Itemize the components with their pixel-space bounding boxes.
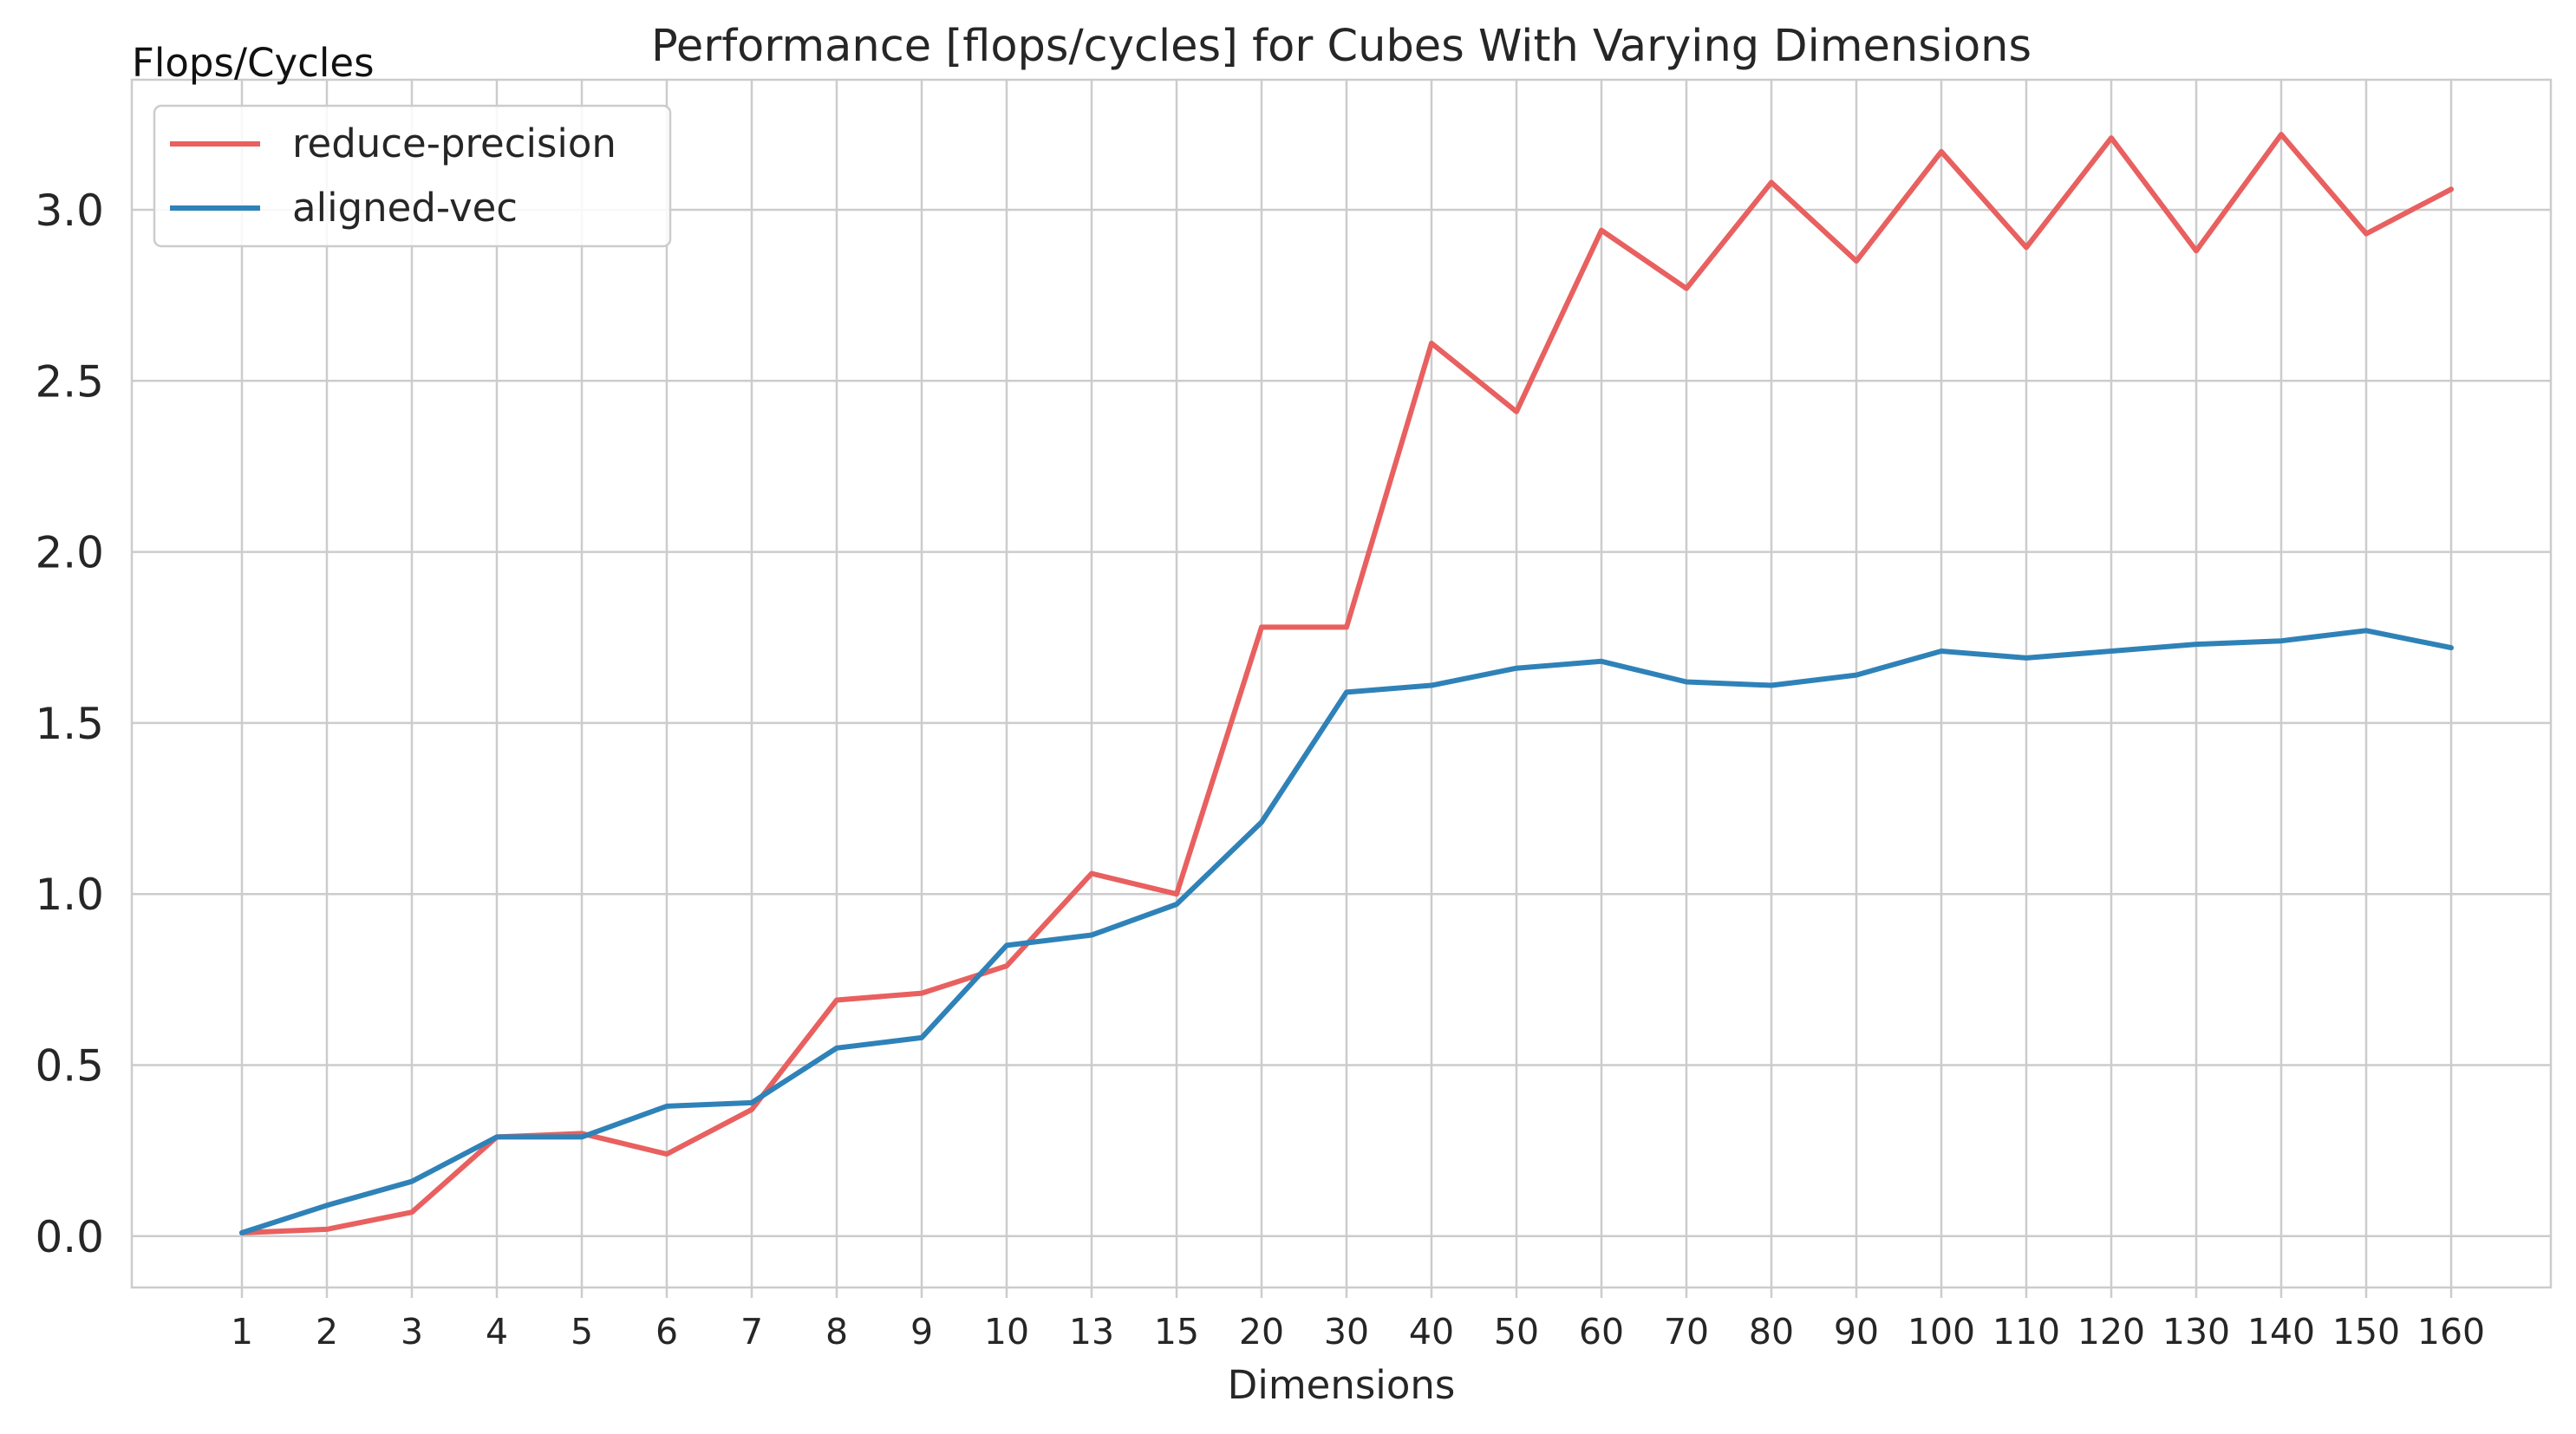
- x-tick-label: 5: [571, 1311, 593, 1353]
- x-tick-label: 4: [486, 1311, 508, 1353]
- legend: reduce-precision aligned-vec: [153, 104, 672, 248]
- x-tick-label: 3: [401, 1311, 423, 1353]
- y-axis-ticks: 0.0 0.5 1.0 1.5 2.0 2.5 3.0: [35, 186, 104, 1262]
- x-tick-label: 8: [825, 1311, 848, 1353]
- x-tick-label: 20: [1239, 1311, 1284, 1353]
- x-tick-label: 120: [2077, 1311, 2145, 1353]
- x-tick-label: 60: [1579, 1311, 1624, 1353]
- x-tick-label: 150: [2332, 1311, 2400, 1353]
- series-line-aligned-vec: [239, 628, 2454, 1235]
- x-axis-ticks: 1 2 3 4 5 6 7 8 9 10 13 15 20 30 40 50 60 70 80 90 100 110 120…: [231, 1287, 2485, 1353]
- series-line-reduce-precision: [239, 132, 2454, 1235]
- y-tick-label: 2.0: [35, 528, 104, 578]
- x-tick-label: 130: [2162, 1311, 2230, 1353]
- x-tick-label: 70: [1664, 1311, 1709, 1353]
- y-tick-label: 3.0: [35, 186, 104, 236]
- x-tick-label: 30: [1324, 1311, 1369, 1353]
- y-tick-label: 1.0: [35, 870, 104, 920]
- y-tick-label: 0.0: [35, 1212, 104, 1262]
- legend-label-aligned-vec: aligned-vec: [292, 185, 518, 231]
- y-tick-label: 1.5: [35, 699, 104, 749]
- y-axis-label: Flops/Cycles: [132, 40, 375, 86]
- y-tick-label: 2.5: [35, 356, 104, 407]
- x-tick-label: 100: [1908, 1311, 1975, 1353]
- x-tick-label: 9: [910, 1311, 933, 1353]
- x-tick-label: 2: [316, 1311, 338, 1353]
- legend-label-reduce-precision: reduce-precision: [292, 121, 616, 166]
- x-tick-label: 110: [1992, 1311, 2060, 1353]
- plot-area-frame: [130, 78, 2553, 1289]
- x-axis-label: Dimensions: [1228, 1362, 1456, 1408]
- x-tick-label: 10: [984, 1311, 1029, 1353]
- x-tick-label: 6: [655, 1311, 678, 1353]
- x-tick-label: 160: [2417, 1311, 2485, 1353]
- y-tick-label: 0.5: [35, 1040, 104, 1091]
- x-tick-label: 1: [231, 1311, 253, 1353]
- x-tick-label: 7: [740, 1311, 763, 1353]
- x-tick-label: 50: [1494, 1311, 1539, 1353]
- chart-title: Performance [flops/cycles] for Cubes Wit…: [651, 21, 2031, 72]
- x-tick-label: 80: [1749, 1311, 1794, 1353]
- x-tick-label: 13: [1069, 1311, 1114, 1353]
- x-tick-label: 40: [1409, 1311, 1454, 1353]
- grid-lines: [132, 80, 2551, 1287]
- x-tick-label: 15: [1154, 1311, 1199, 1353]
- x-tick-label: 140: [2247, 1311, 2315, 1353]
- series-lines: [239, 132, 2454, 1235]
- x-tick-label: 90: [1834, 1311, 1879, 1353]
- legend-box: [153, 104, 672, 248]
